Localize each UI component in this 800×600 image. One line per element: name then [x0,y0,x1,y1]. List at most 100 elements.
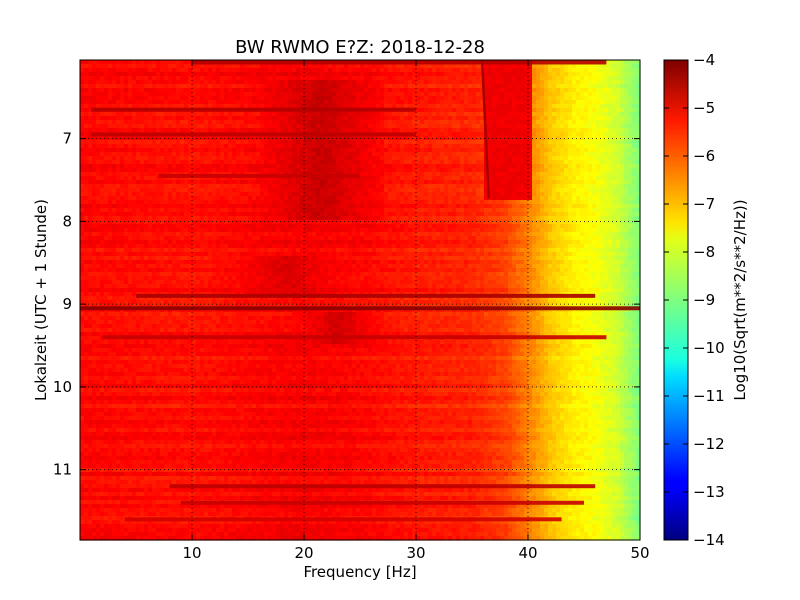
heatmap-cell [628,168,633,173]
heatmap-cell [448,108,453,113]
heatmap-cell [376,152,381,157]
heatmap-cell [112,124,117,129]
heatmap-cell [308,140,313,145]
heatmap-cell [512,84,517,89]
heatmap-cell [492,84,497,89]
heatmap-cell [500,124,505,129]
heatmap-cell [392,200,397,205]
heatmap-cell [304,152,309,157]
heatmap-cell [416,120,421,125]
heatmap-cell [104,128,109,133]
heatmap-cell [144,72,149,77]
heatmap-cell [156,200,161,205]
heatmap-cell [604,188,609,193]
heatmap-cell [92,120,97,125]
heatmap-cell [120,116,125,121]
heatmap-cell [284,200,289,205]
heatmap-cell [156,128,161,133]
heatmap-cell [364,76,369,81]
heatmap-cell [180,64,185,69]
heatmap-cell [452,196,457,201]
heatmap-cell [340,168,345,173]
heatmap-cell [596,168,601,173]
heatmap-cell [116,184,121,189]
heatmap-cell [240,76,245,81]
heatmap-cell [516,132,521,137]
heatmap-cell [136,92,141,97]
heatmap-cell [324,64,329,69]
heatmap-cell [232,168,237,173]
heatmap-cell [540,108,545,113]
heatmap-cell [432,152,437,157]
heatmap-cell [488,164,493,169]
heatmap-cell [156,80,161,85]
heatmap-cell [452,104,457,109]
heatmap-cell [204,116,209,121]
heatmap-cell [108,172,113,177]
heatmap-cell [132,64,137,69]
heatmap-cell [148,116,153,121]
heatmap-cell [476,172,481,177]
heatmap-cell [604,104,609,109]
heatmap-cell [128,152,133,157]
heatmap-cell [116,72,121,77]
heatmap-cell [216,84,221,89]
heatmap-cell [476,100,481,105]
heatmap-cell [412,144,417,149]
heatmap-cell [552,148,557,153]
heatmap-cell [524,72,529,77]
heatmap-cell [548,68,553,73]
heatmap-cell [600,136,605,141]
heatmap-cell [240,136,245,141]
heatmap-cell [208,160,213,165]
heatmap-cell [624,156,629,161]
heatmap-cell [216,104,221,109]
heatmap-cell [80,156,85,161]
heatmap-cell [84,88,89,93]
heatmap-cell [80,144,85,149]
heatmap-cell [348,104,353,109]
heatmap-cell [560,64,565,69]
heatmap-cell [424,76,429,81]
heatmap-cell [404,180,409,185]
heatmap-cell [376,156,381,161]
heatmap-cell [520,76,525,81]
heatmap-cell [528,64,533,69]
heatmap-cell [220,120,225,125]
heatmap-cell [140,200,145,205]
heatmap-cell [156,112,161,117]
heatmap-cell [116,140,121,145]
heatmap-cell [192,156,197,161]
heatmap-cell [292,168,297,173]
heatmap-cell [604,128,609,133]
heatmap-cell [272,180,277,185]
heatmap-cell [264,120,269,125]
heatmap-cell [276,100,281,105]
heatmap-cell [248,124,253,129]
heatmap-cell [256,136,261,141]
heatmap-cell [296,96,301,101]
heatmap-cell [164,64,169,69]
heatmap-cell [104,180,109,185]
heatmap-cell [420,200,425,205]
heatmap-cell [100,140,105,145]
heatmap-cell [88,68,93,73]
heatmap-cell [160,128,165,133]
heatmap-cell [572,168,577,173]
heatmap-cell [220,144,225,149]
heatmap-cell [280,96,285,101]
heatmap-cell [488,104,493,109]
heatmap-cell [304,136,309,141]
heatmap-cell [188,160,193,165]
heatmap-cell [616,60,621,65]
heatmap-cell [260,148,265,153]
heatmap-cell [356,112,361,117]
heatmap-cell [252,152,257,157]
heatmap-cell [256,64,261,69]
heatmap-cell [280,168,285,173]
heatmap-cell [516,80,521,85]
heatmap-cell [556,196,561,201]
heatmap-cell [164,116,169,121]
heatmap-cell [248,144,253,149]
heatmap-cell [136,188,141,193]
